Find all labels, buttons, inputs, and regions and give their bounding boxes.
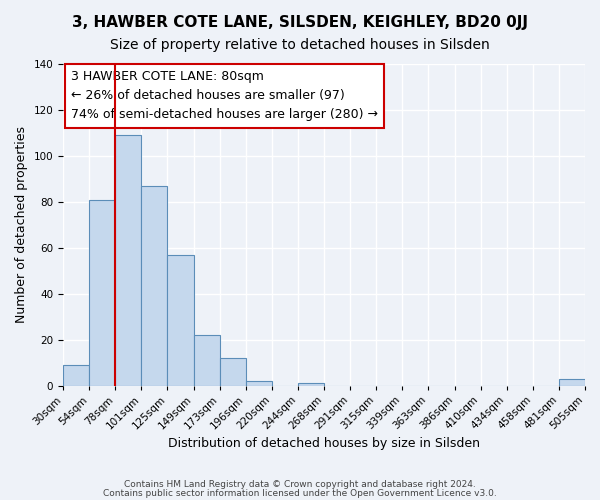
- Text: Contains HM Land Registry data © Crown copyright and database right 2024.: Contains HM Land Registry data © Crown c…: [124, 480, 476, 489]
- Y-axis label: Number of detached properties: Number of detached properties: [15, 126, 28, 324]
- X-axis label: Distribution of detached houses by size in Silsden: Distribution of detached houses by size …: [168, 437, 480, 450]
- Bar: [63, 365, 89, 386]
- Text: 3, HAWBER COTE LANE, SILSDEN, KEIGHLEY, BD20 0JJ: 3, HAWBER COTE LANE, SILSDEN, KEIGHLEY, …: [72, 15, 528, 30]
- Bar: [194, 335, 220, 386]
- Bar: [559, 378, 585, 386]
- Bar: [89, 200, 115, 386]
- Bar: [115, 135, 142, 386]
- Bar: [142, 186, 167, 386]
- Bar: [167, 254, 194, 386]
- Bar: [298, 384, 324, 386]
- Text: Size of property relative to detached houses in Silsden: Size of property relative to detached ho…: [110, 38, 490, 52]
- Bar: [220, 358, 246, 386]
- Text: 3 HAWBER COTE LANE: 80sqm
← 26% of detached houses are smaller (97)
74% of semi-: 3 HAWBER COTE LANE: 80sqm ← 26% of detac…: [71, 70, 378, 122]
- Text: Contains public sector information licensed under the Open Government Licence v3: Contains public sector information licen…: [103, 489, 497, 498]
- Bar: [246, 381, 272, 386]
